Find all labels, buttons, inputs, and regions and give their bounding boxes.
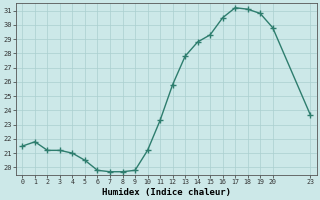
X-axis label: Humidex (Indice chaleur): Humidex (Indice chaleur) [102,188,231,197]
